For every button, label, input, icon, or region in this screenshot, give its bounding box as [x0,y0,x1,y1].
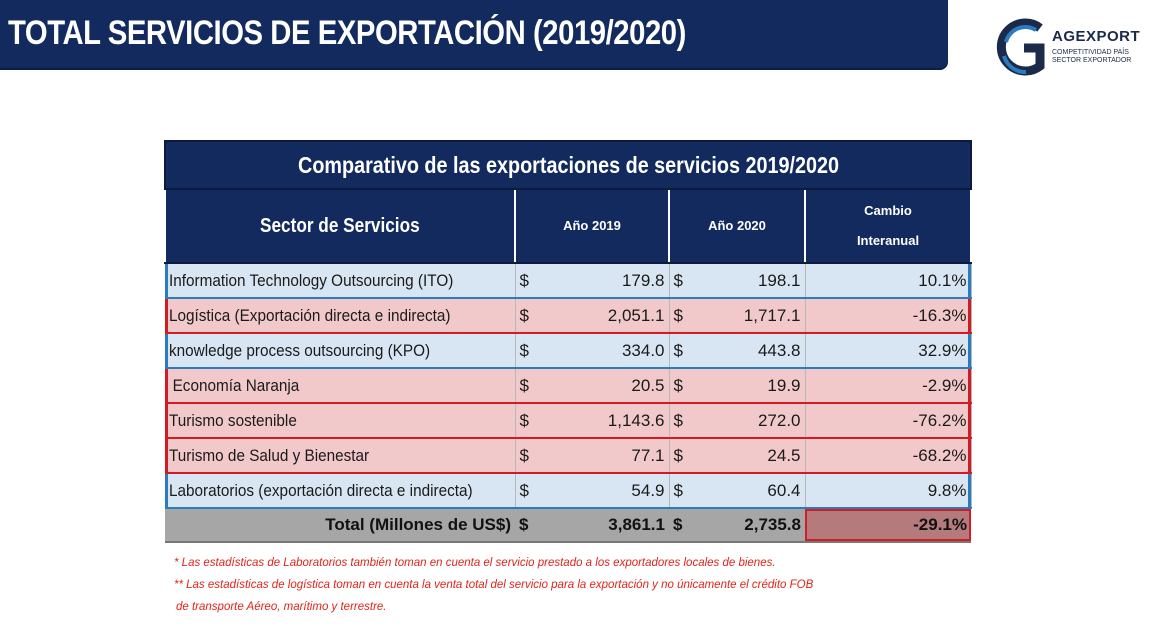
table-row: Turismo de Salud y Bienestar $77.1 $24.5… [165,437,972,474]
footnote-logistica-cont: de transporte Aéreo, marítimo y terrestr… [176,601,387,613]
agexport-logo: AGEXPORT COMPETITIVIDAD PAÍS SECTOR EXPO… [996,14,1146,80]
value-2020: $60.4 [669,472,806,509]
total-change: -29.1% [805,507,971,543]
header-2019: Año 2019 [514,189,670,264]
value-2019: $334.0 [515,332,670,369]
value-2019: $20.5 [515,367,670,404]
agexport-g-logo-icon [996,18,1045,76]
table-header-row: Sector de Servicios Año 2019 Año 2020 Ca… [164,189,972,264]
table-row: Laboratorios (exportación directa e indi… [165,472,972,509]
logo-tagline: COMPETITIVIDAD PAÍS SECTOR EXPORTADOR [1052,49,1131,65]
header-change: Cambio Interanual [804,189,972,264]
value-2019: $54.9 [515,472,670,509]
change-cell: -2.9% [805,367,972,404]
change-cell: 32.9% [805,332,972,369]
table-row: knowledge process outsourcing (KPO) $334… [165,332,972,369]
table-row: Turismo sostenible $1,143.6 $272.0 -76.2… [165,402,972,439]
value-2019: $77.1 [515,437,670,474]
value-2019: $1,143.6 [515,402,670,439]
logo-tagline-2: SECTOR EXPORTADOR [1052,57,1132,64]
title-banner: TOTAL SERVICIOS DE EXPORTACIÓN (2019/202… [0,0,948,68]
sector-cell: Logística (Exportación directa e indirec… [165,297,516,334]
change-cell: -16.3% [805,297,972,334]
sector-cell: Turismo de Salud y Bienestar [165,437,516,474]
sector-cell: Laboratorios (exportación directa e indi… [165,472,516,509]
value-2020: $24.5 [669,437,806,474]
change-cell: 9.8% [805,472,972,509]
change-cell: 10.1% [805,262,972,299]
value-2020: $198.1 [669,262,806,299]
sector-cell: knowledge process outsourcing (KPO) [165,332,516,369]
table-caption: Comparativo de las exportaciones de serv… [164,140,972,190]
header-sector: Sector de Servicios [164,189,516,264]
sector-cell: Turismo sostenible [165,402,516,439]
footnotes: * Las estadísticas de Laboratorios tambi… [174,552,954,618]
total-row: Total (Millones de US$) $3,861.1 $2,735.… [165,507,971,543]
table-row: Information Technology Outsourcing (ITO)… [165,262,972,299]
footnote-logistica: ** Las estadísticas de logística toman e… [174,579,814,591]
value-2020: $272.0 [669,402,806,439]
total-2019: $3,861.1 [515,507,669,543]
table-row: Economía Naranja $20.5 $19.9 -2.9% [165,367,972,404]
change-cell: -76.2% [805,402,972,439]
page-title: TOTAL SERVICIOS DE EXPORTACIÓN (2019/202… [8,14,686,52]
table-caption-row: Comparativo de las exportaciones de serv… [164,140,972,190]
value-2020: $1,717.1 [669,297,806,334]
table-row: Logística (Exportación directa e indirec… [165,297,972,334]
value-2020: $19.9 [669,367,806,404]
value-2020: $443.8 [669,332,806,369]
logo-tagline-1: COMPETITIVIDAD PAÍS [1052,49,1129,56]
change-cell: -68.2% [805,437,972,474]
header-2020: Año 2020 [668,189,806,264]
total-label: Total (Millones de US$) [165,507,515,543]
total-2020: $2,735.8 [669,507,805,543]
exports-table: Comparativo de las exportaciones de serv… [164,140,972,543]
sector-cell: Economía Naranja [165,367,516,404]
logo-name: AGEXPORT [1052,28,1141,45]
footnote-laboratorios: * Las estadísticas de Laboratorios tambi… [174,557,776,569]
value-2019: $2,051.1 [515,297,670,334]
value-2019: $179.8 [515,262,670,299]
sector-cell: Information Technology Outsourcing (ITO) [165,262,516,299]
